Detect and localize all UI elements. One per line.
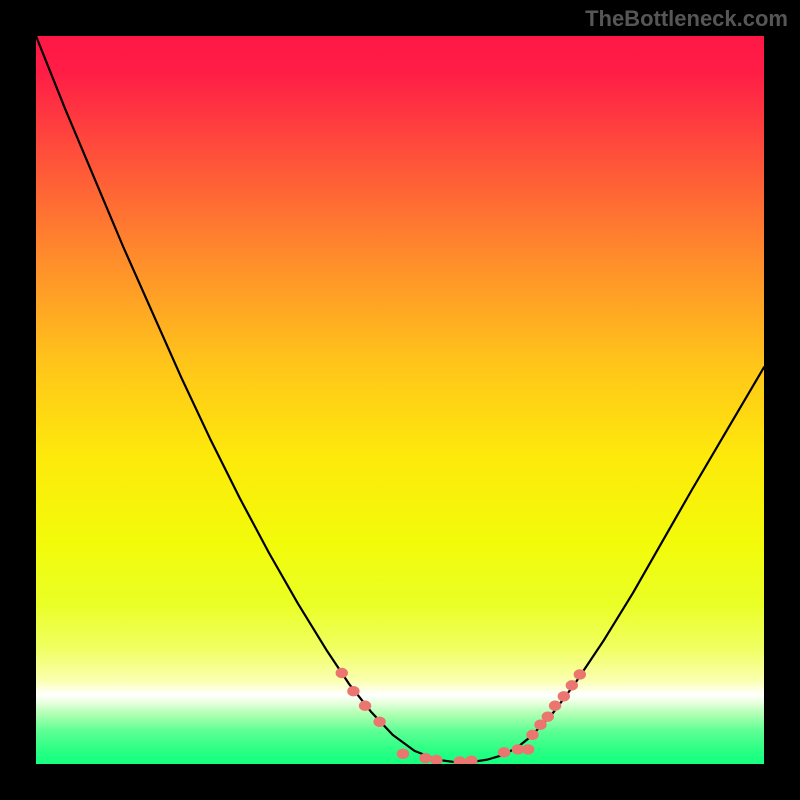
gradient-background bbox=[36, 36, 764, 764]
curve-marker bbox=[542, 711, 554, 721]
curve-marker bbox=[549, 701, 561, 711]
curve-marker bbox=[526, 730, 538, 740]
curve-marker bbox=[522, 744, 534, 754]
bottleneck-curve-chart bbox=[36, 36, 764, 764]
curve-marker bbox=[419, 753, 431, 763]
curve-marker bbox=[373, 717, 385, 727]
curve-marker bbox=[498, 747, 510, 757]
curve-marker bbox=[558, 691, 570, 701]
curve-marker bbox=[336, 668, 348, 678]
curve-marker bbox=[574, 669, 586, 679]
curve-marker bbox=[347, 686, 359, 696]
curve-marker bbox=[566, 680, 578, 690]
chart-plot-area bbox=[36, 36, 764, 764]
curve-marker bbox=[397, 749, 409, 759]
curve-marker bbox=[359, 701, 371, 711]
watermark-text: TheBottleneck.com bbox=[585, 6, 788, 32]
